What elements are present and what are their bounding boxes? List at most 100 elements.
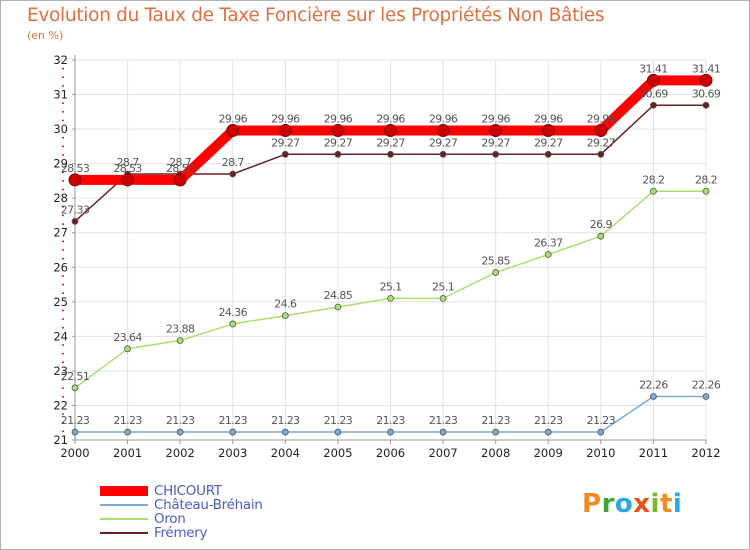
data-point-fremery [492, 150, 500, 158]
data-label-oron: 23.88 [166, 323, 195, 336]
chart-subtitle: (en %) [27, 29, 64, 42]
data-point-chateau-brehain [702, 393, 710, 400]
y-tick-label: 21 [53, 433, 68, 447]
data-label-chateau-brehain: 21.23 [324, 414, 353, 427]
data-label-chicourt: 29.96 [587, 112, 616, 125]
logo-letter: o [614, 489, 634, 519]
x-tick-label: 2003 [218, 446, 247, 460]
data-point-chateau-brehain [71, 428, 79, 436]
legend-item: Frémery [100, 526, 263, 540]
data-label-chateau-brehain: 21.23 [271, 414, 300, 427]
data-point-oron [492, 269, 500, 276]
y-tick-label: 24 [53, 329, 68, 343]
chart-title: Evolution du Taux de Taxe Foncière sur l… [27, 5, 605, 26]
data-point-fremery [281, 150, 289, 158]
x-tick-label: 2009 [534, 446, 563, 460]
data-point-fremery [597, 150, 605, 158]
data-point-chateau-brehain [492, 428, 500, 436]
data-label-chateau-brehain: 21.23 [429, 414, 458, 427]
data-label-oron: 25.85 [481, 254, 510, 267]
data-point-chicourt [436, 123, 450, 137]
data-point-oron [334, 303, 342, 311]
data-label-oron: 25.1 [379, 280, 401, 293]
data-point-chateau-brehain [387, 428, 394, 436]
data-point-chicourt [594, 123, 608, 137]
data-point-chateau-brehain [281, 428, 289, 436]
series-layer [68, 73, 713, 436]
logo-letter: t [659, 489, 673, 519]
data-point-fremery [387, 150, 394, 158]
data-label-fremery: 29.27 [376, 136, 405, 149]
data-label-fremery: 30.69 [639, 87, 668, 100]
y-tick-label: 25 [53, 295, 68, 309]
legend: CHICOURT Château-Bréhain Oron Frémery [100, 484, 263, 540]
data-point-chateau-brehain [124, 428, 131, 436]
data-label-chicourt: 29.96 [481, 112, 510, 125]
data-point-chateau-brehain [439, 428, 447, 436]
data-point-chicourt [384, 123, 397, 137]
legend-item: CHICOURT [100, 484, 263, 498]
x-tick-label: 2007 [428, 446, 457, 460]
data-label-chicourt: 28.53 [113, 162, 142, 175]
data-label-oron: 23.64 [113, 331, 142, 344]
data-label-chateau-brehain: 22.26 [692, 378, 721, 391]
data-point-oron [387, 294, 394, 302]
x-tick-label: 2012 [691, 446, 720, 460]
legend-label: CHICOURT [154, 483, 222, 499]
data-label-chicourt: 28.53 [166, 162, 195, 175]
legend-label: Frémery [154, 525, 208, 541]
data-label-chicourt: 29.96 [534, 112, 563, 125]
data-label-chateau-brehain: 21.23 [587, 414, 616, 427]
legend-swatch [100, 532, 148, 534]
data-label-chicourt: 31.41 [639, 62, 668, 75]
data-label-chicourt: 28.53 [61, 162, 90, 175]
data-label-oron: 26.37 [534, 236, 563, 249]
x-tick-label: 2006 [376, 446, 405, 460]
data-label-fremery: 29.27 [587, 136, 616, 149]
x-tick-label: 2008 [481, 446, 510, 460]
data-point-fremery [334, 150, 342, 158]
data-label-oron: 28.2 [642, 173, 664, 186]
logo-letter: i [650, 489, 660, 519]
data-point-chicourt [331, 123, 345, 137]
data-point-chicourt [541, 123, 555, 137]
data-point-fremery [544, 150, 552, 158]
data-label-fremery: 29.27 [534, 136, 563, 149]
data-point-oron [702, 187, 710, 195]
legend-item: Château-Bréhain [100, 498, 263, 512]
y-tick-label: 28 [53, 191, 68, 205]
data-label-fremery: 30.69 [692, 87, 721, 100]
data-point-chateau-brehain [229, 428, 237, 436]
legend-item: Oron [100, 512, 263, 526]
data-point-chicourt [278, 123, 292, 137]
legend-swatch [100, 518, 148, 520]
data-point-chicourt [699, 73, 713, 87]
y-tick-label: 30 [53, 122, 68, 136]
x-tick-label: 2010 [586, 446, 615, 460]
data-label-chateau-brehain: 21.23 [376, 414, 405, 427]
data-point-chateau-brehain [176, 428, 184, 436]
data-point-oron [281, 312, 289, 320]
x-tick-label: 2001 [113, 446, 142, 460]
data-label-oron: 25.1 [432, 280, 454, 293]
data-label-chicourt: 29.96 [271, 112, 300, 125]
data-point-chateau-brehain [544, 428, 552, 436]
data-point-oron [229, 320, 237, 328]
data-label-fremery: 29.27 [481, 136, 510, 149]
data-label-fremery: 28.7 [117, 156, 140, 169]
y-tick-label: 29 [53, 157, 68, 171]
x-tick-label: 2005 [323, 446, 352, 460]
logo-letter: P [582, 489, 602, 519]
data-label-chateau-brehain: 22.26 [639, 378, 668, 391]
data-label-oron: 24.85 [324, 289, 353, 302]
y-tick-label: 31 [53, 88, 68, 102]
data-label-oron: 22.51 [61, 370, 90, 383]
y-tick-label: 27 [53, 226, 68, 240]
y-tick-label: 22 [53, 398, 68, 412]
y-tick-label: 32 [53, 53, 68, 67]
data-point-chicourt [646, 73, 660, 87]
data-point-chicourt [173, 173, 187, 187]
data-label-chateau-brehain: 21.23 [166, 414, 195, 427]
legend-swatch [100, 486, 148, 496]
